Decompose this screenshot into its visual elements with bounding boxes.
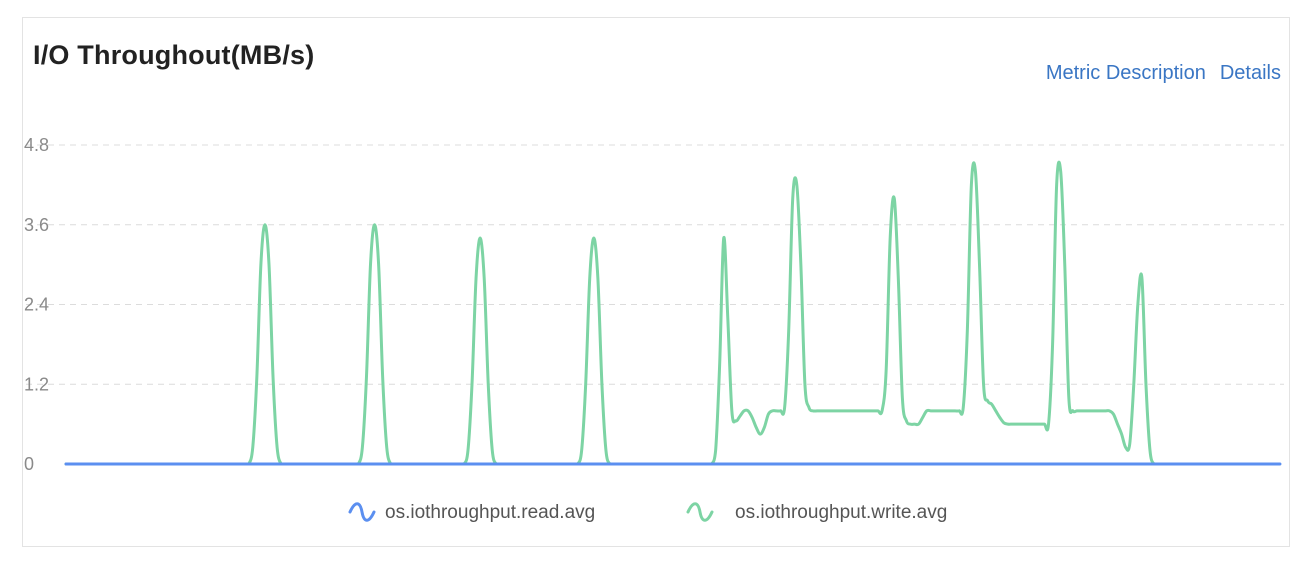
panel-title: I/O Throughout(MB/s)	[33, 40, 315, 70]
details-link[interactable]: Details	[1219, 62, 1281, 84]
metric-description-link[interactable]: Metric Description	[1045, 62, 1206, 84]
legend-wave-icon	[686, 502, 714, 522]
chart-grid	[26, 144, 1284, 385]
y-axis: 0 1.2 2.4 3.6 4.8	[24, 135, 49, 474]
chart-legend[interactable]: os.iothroughput.read.avg os.iothroughput.…	[348, 502, 947, 523]
panel-links: Metric Description Details	[1046, 62, 1281, 85]
legend-item-write[interactable]: os.iothroughput.write.avg	[686, 502, 947, 523]
legend-wave-icon	[348, 502, 376, 522]
legend-label: os.iothroughput.write.avg	[735, 502, 947, 523]
io-throughput-panel: I/O Throughout(MB/s) Metric Description D…	[22, 17, 1290, 547]
chart-series	[64, 160, 1282, 466]
legend-item-read[interactable]: os.iothroughput.read.avg	[348, 502, 595, 523]
series-line-write[interactable]	[64, 160, 1237, 466]
y-tick-label: 0	[24, 454, 34, 474]
y-tick-label: 2.4	[24, 295, 49, 315]
y-tick-label: 4.8	[24, 135, 49, 155]
legend-label: os.iothroughput.read.avg	[385, 502, 595, 523]
y-tick-label: 1.2	[24, 374, 49, 394]
y-tick-label: 3.6	[24, 215, 49, 235]
